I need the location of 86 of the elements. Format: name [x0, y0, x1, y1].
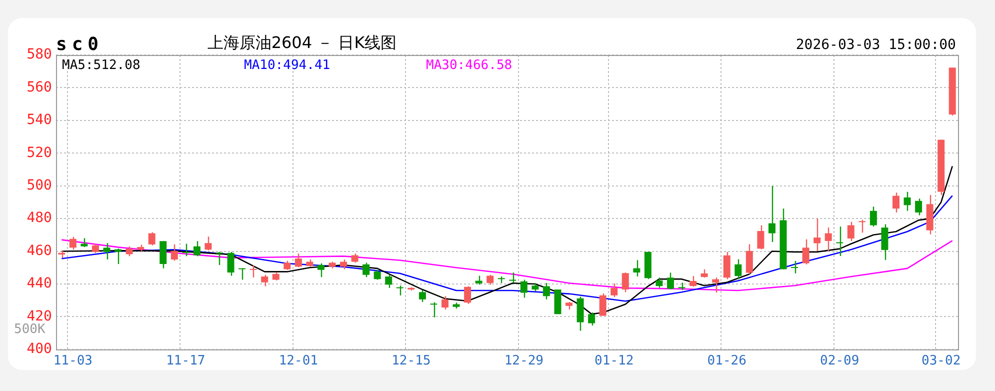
x-tick-label: 11-17	[166, 354, 206, 369]
candlestick	[418, 290, 426, 303]
candlestick	[362, 262, 370, 278]
x-tick-label: 01-26	[707, 354, 746, 369]
candlestick	[103, 242, 110, 260]
candlestick	[509, 272, 516, 284]
y-tick-label: 500	[26, 177, 52, 194]
candlestick	[791, 260, 798, 274]
x-tick-label: 11-03	[53, 354, 92, 369]
candlestick	[148, 232, 156, 246]
candlestick	[193, 240, 200, 257]
text: MA30:466.58	[426, 58, 512, 73]
y-tick-label: 540	[26, 112, 52, 128]
y-tick-label: 560	[26, 79, 52, 96]
candlestick	[238, 268, 246, 280]
y-tick-label: 440	[26, 276, 52, 292]
y-tick-label: 420	[26, 308, 52, 324]
candlestick	[441, 295, 448, 310]
candlestick	[757, 224, 764, 250]
candlestick	[858, 219, 866, 234]
candlestick	[69, 236, 76, 250]
candlestick	[486, 274, 494, 286]
candlestick	[430, 302, 438, 318]
y-tick-label: 580	[26, 46, 52, 63]
candlestick	[870, 206, 877, 228]
candlestick	[317, 262, 324, 278]
y-tick-label: 480	[26, 210, 52, 226]
y-tick-label: 460	[26, 242, 52, 259]
candlestick	[656, 277, 663, 288]
candlestick	[666, 272, 674, 290]
candlestick	[227, 251, 234, 276]
text: 500K	[14, 322, 46, 338]
candlestick	[576, 296, 584, 332]
candlestick	[610, 283, 618, 298]
chart-title: 上海原油2604 － 日K线图	[207, 33, 397, 52]
x-tick-label: 02-09	[820, 354, 860, 369]
candlestick	[396, 285, 404, 296]
candlestick	[520, 279, 528, 298]
candlestick	[464, 286, 472, 305]
candlestick	[847, 221, 854, 242]
x-tick-label: 12-01	[278, 354, 318, 369]
candlestick	[588, 312, 596, 326]
candlestick	[340, 258, 348, 270]
candlestick	[126, 246, 133, 257]
candlestick	[542, 282, 550, 300]
candlestick	[250, 264, 257, 278]
candlestick	[768, 185, 776, 243]
candlestick	[204, 236, 212, 251]
text: 2026-03-03 15:00:00	[796, 37, 956, 53]
candlestick	[622, 272, 629, 293]
candlestick	[892, 192, 900, 214]
candlestick	[836, 226, 844, 257]
candlestick	[712, 277, 720, 294]
candlestick	[734, 258, 742, 280]
candlestick	[746, 244, 753, 275]
candlestick	[92, 243, 99, 254]
candlestick	[114, 248, 122, 265]
candlestick	[824, 226, 832, 252]
candlestick	[294, 252, 302, 268]
text: MA5:512.08	[62, 58, 140, 73]
candlestick	[182, 243, 190, 257]
text: MA10:494.41	[244, 58, 330, 73]
y-tick-label: 520	[26, 144, 52, 161]
candlestick	[633, 260, 640, 278]
candlestick	[915, 198, 922, 216]
candlestick	[261, 274, 268, 287]
candlestick	[802, 238, 810, 265]
candlestick	[351, 252, 358, 264]
candlestick	[723, 251, 730, 280]
candlestick	[904, 191, 911, 212]
candlestick	[374, 269, 381, 280]
candlestick	[814, 218, 821, 252]
candlestick	[170, 244, 178, 262]
y-tick-label: 400	[26, 341, 52, 358]
chart-subtitle: sc0	[56, 34, 104, 55]
candlestick	[284, 260, 291, 271]
x-tick-label: 12-15	[392, 354, 431, 369]
x-tick-label: 12-29	[504, 354, 544, 369]
candlestick	[385, 274, 392, 289]
candlestick	[160, 240, 167, 269]
candlestick	[881, 224, 888, 261]
x-tick-label: 01-12	[594, 354, 634, 369]
x-tick-label: 03-02	[922, 354, 961, 369]
candlestick	[599, 292, 606, 316]
candlestick	[216, 251, 223, 266]
candlestick	[690, 275, 697, 288]
